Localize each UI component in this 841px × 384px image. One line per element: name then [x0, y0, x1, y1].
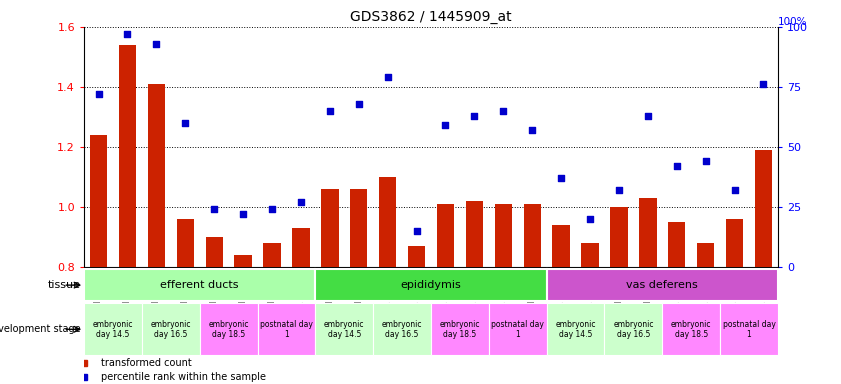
Text: embryonic
day 18.5: embryonic day 18.5	[671, 319, 711, 339]
Bar	[90, 135, 108, 267]
Bar	[495, 204, 512, 267]
Bar	[321, 189, 338, 267]
Bar	[547, 303, 605, 355]
Bar	[581, 243, 599, 267]
Text: embryonic
day 14.5: embryonic day 14.5	[555, 319, 595, 339]
Text: embryonic
day 16.5: embryonic day 16.5	[151, 319, 191, 339]
Text: postnatal day
1: postnatal day 1	[491, 319, 544, 339]
Point	[468, 113, 481, 119]
Bar	[205, 237, 223, 267]
Bar	[119, 45, 136, 267]
Text: vas deferens: vas deferens	[627, 280, 698, 290]
Bar	[720, 303, 778, 355]
Point	[526, 127, 539, 133]
Bar	[142, 303, 200, 355]
Text: embryonic
day 14.5: embryonic day 14.5	[93, 319, 133, 339]
Text: postnatal day
1: postnatal day 1	[260, 319, 313, 339]
Point	[92, 91, 105, 97]
Point	[410, 228, 423, 234]
Text: development stage: development stage	[0, 324, 81, 334]
Bar	[84, 269, 315, 301]
Bar	[315, 303, 373, 355]
Point	[439, 122, 452, 128]
Point	[178, 120, 192, 126]
Point	[612, 187, 626, 193]
Point	[150, 41, 163, 47]
Bar	[315, 269, 547, 301]
Bar	[663, 303, 720, 355]
Point	[670, 163, 684, 169]
Bar	[200, 303, 257, 355]
Point	[208, 206, 221, 212]
Bar	[177, 219, 194, 267]
Text: 100%: 100%	[778, 17, 807, 27]
Bar	[605, 303, 663, 355]
Text: embryonic
day 16.5: embryonic day 16.5	[613, 319, 653, 339]
Bar	[754, 150, 772, 267]
Point	[727, 187, 741, 193]
Bar	[611, 207, 627, 267]
Bar	[523, 204, 541, 267]
Bar	[697, 243, 714, 267]
Point	[496, 108, 510, 114]
Point	[323, 108, 336, 114]
Point	[381, 74, 394, 80]
Point	[236, 211, 250, 217]
Text: epididymis: epididymis	[400, 280, 462, 290]
Bar	[726, 219, 743, 267]
Text: embryonic
day 14.5: embryonic day 14.5	[324, 319, 364, 339]
Text: embryonic
day 16.5: embryonic day 16.5	[382, 319, 422, 339]
Bar	[148, 84, 165, 267]
Text: percentile rank within the sample: percentile rank within the sample	[102, 372, 267, 382]
Bar	[547, 269, 778, 301]
Text: tissue: tissue	[48, 280, 81, 290]
Text: embryonic
day 18.5: embryonic day 18.5	[209, 319, 249, 339]
Text: efferent ducts: efferent ducts	[161, 280, 239, 290]
Bar	[466, 201, 483, 267]
Title: GDS3862 / 1445909_at: GDS3862 / 1445909_at	[350, 10, 512, 25]
Point	[294, 199, 308, 205]
Point	[699, 158, 712, 164]
Bar	[436, 204, 454, 267]
Point	[584, 216, 597, 222]
Bar	[639, 198, 657, 267]
Bar	[292, 228, 309, 267]
Text: postnatal day
1: postnatal day 1	[722, 319, 775, 339]
Bar	[379, 177, 396, 267]
Point	[641, 113, 654, 119]
Bar	[489, 303, 547, 355]
Text: embryonic
day 18.5: embryonic day 18.5	[440, 319, 480, 339]
Bar	[373, 303, 431, 355]
Bar	[408, 246, 426, 267]
Bar	[84, 303, 142, 355]
Point	[352, 101, 366, 107]
Text: transformed count: transformed count	[102, 358, 193, 368]
Point	[757, 81, 770, 88]
Bar	[553, 225, 570, 267]
Bar	[257, 303, 315, 355]
Bar	[235, 255, 251, 267]
Bar	[350, 189, 368, 267]
Bar	[668, 222, 685, 267]
Bar	[431, 303, 489, 355]
Point	[121, 31, 135, 37]
Point	[265, 206, 278, 212]
Bar	[263, 243, 281, 267]
Point	[554, 175, 568, 181]
